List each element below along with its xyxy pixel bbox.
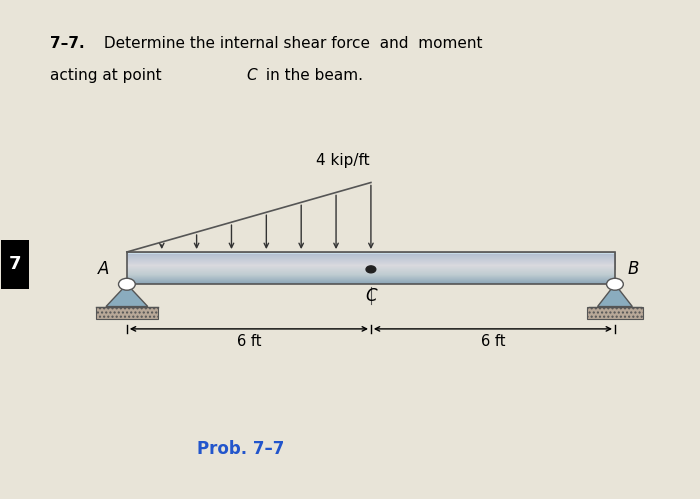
Polygon shape <box>127 276 615 277</box>
Polygon shape <box>127 269 615 270</box>
Text: B: B <box>627 260 639 278</box>
Polygon shape <box>106 284 148 306</box>
Polygon shape <box>127 264 615 265</box>
Text: 4 kip/ft: 4 kip/ft <box>316 153 370 168</box>
Polygon shape <box>127 263 615 264</box>
Text: acting at point: acting at point <box>50 68 167 83</box>
Polygon shape <box>127 260 615 261</box>
Polygon shape <box>127 282 615 283</box>
Text: C: C <box>365 287 377 305</box>
Polygon shape <box>127 274 615 275</box>
Polygon shape <box>127 262 615 263</box>
Polygon shape <box>1 240 29 289</box>
Polygon shape <box>127 272 615 273</box>
Polygon shape <box>127 255 615 256</box>
Text: Determine the internal shear force  and  moment: Determine the internal shear force and m… <box>99 36 482 51</box>
Polygon shape <box>95 306 158 319</box>
Polygon shape <box>127 273 615 274</box>
Circle shape <box>366 266 376 273</box>
Polygon shape <box>127 275 615 276</box>
Text: 6 ft: 6 ft <box>237 334 261 349</box>
Polygon shape <box>127 271 615 272</box>
Text: Prob. 7–7: Prob. 7–7 <box>197 440 284 458</box>
Polygon shape <box>127 257 615 258</box>
Polygon shape <box>127 261 615 262</box>
Polygon shape <box>598 284 632 306</box>
Polygon shape <box>127 280 615 281</box>
Polygon shape <box>127 281 615 282</box>
Text: 6 ft: 6 ft <box>481 334 505 349</box>
Polygon shape <box>127 259 615 260</box>
Circle shape <box>118 278 135 290</box>
Polygon shape <box>127 267 615 268</box>
Text: in the beam.: in the beam. <box>261 68 363 83</box>
Polygon shape <box>127 254 615 255</box>
Polygon shape <box>127 270 615 271</box>
Polygon shape <box>127 277 615 278</box>
Circle shape <box>607 278 623 290</box>
Text: 7–7.: 7–7. <box>50 36 85 51</box>
Polygon shape <box>127 258 615 259</box>
Polygon shape <box>127 265 615 266</box>
Text: 7: 7 <box>9 255 22 273</box>
Polygon shape <box>127 266 615 267</box>
Polygon shape <box>127 278 615 279</box>
Text: C: C <box>247 68 258 83</box>
Text: A: A <box>98 260 109 278</box>
Polygon shape <box>127 283 615 284</box>
Polygon shape <box>127 268 615 269</box>
Polygon shape <box>127 256 615 257</box>
Polygon shape <box>587 306 643 319</box>
Polygon shape <box>127 279 615 280</box>
Polygon shape <box>127 252 615 269</box>
